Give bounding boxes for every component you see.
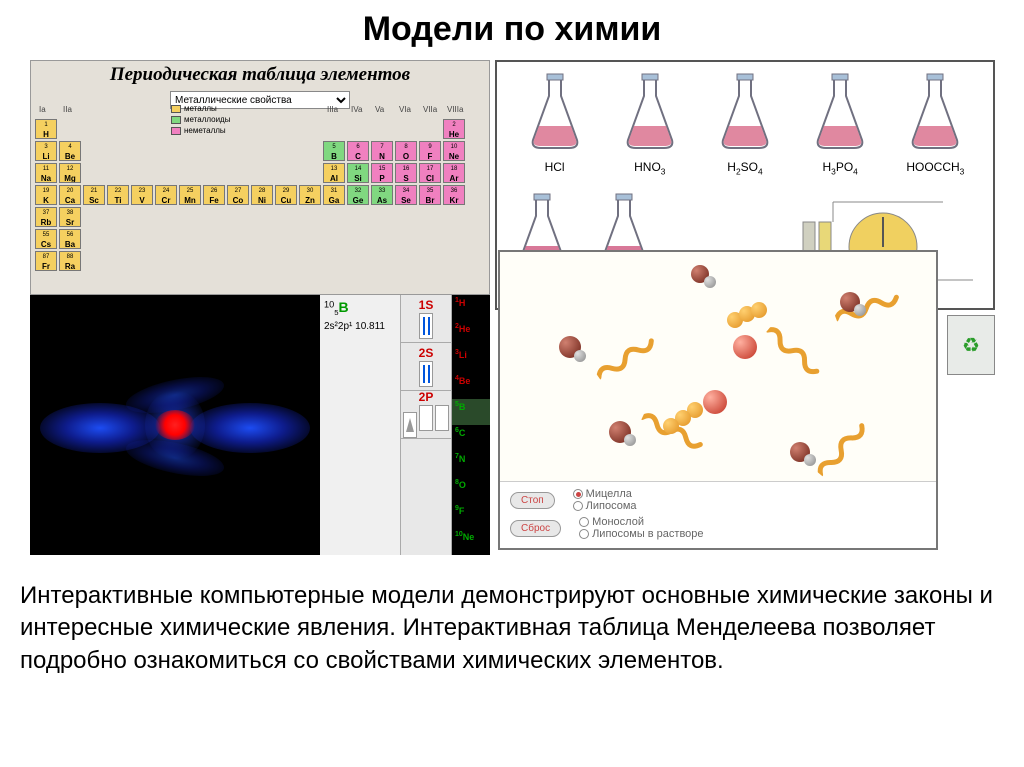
radio-Монослой[interactable]: Монослой — [579, 516, 703, 528]
radio-Липосома[interactable]: Липосома — [573, 500, 637, 512]
element-cell-N[interactable]: 7N — [371, 141, 393, 161]
element-cell-Si[interactable]: 14Si — [347, 163, 369, 183]
element-cell-O[interactable]: 8O — [395, 141, 417, 161]
side-element-Li[interactable]: 3Li — [452, 347, 490, 373]
element-cell-S[interactable]: 16S — [395, 163, 417, 183]
molecules-panel: Стоп МицеллаЛипосома Сброс МонослойЛипос… — [498, 250, 938, 550]
side-element-C[interactable]: 6C — [452, 425, 490, 451]
element-cell-Ti[interactable]: 22Ti — [107, 185, 129, 205]
element-cell-Ra[interactable]: 88Ra — [59, 251, 81, 271]
element-cell-Mn[interactable]: 25Mn — [179, 185, 201, 205]
recycle-bin[interactable]: ♻ — [947, 315, 995, 375]
element-cell-H[interactable]: 1H — [35, 119, 57, 139]
orbital-element-list: 1H2He3Li4Be5B6C7N8O9F10Ne — [452, 295, 490, 555]
element-cell-Fe[interactable]: 26Fe — [203, 185, 225, 205]
side-element-B[interactable]: 5B — [452, 399, 490, 425]
element-cell-F[interactable]: 9F — [419, 141, 441, 161]
element-cell-Cs[interactable]: 55Cs — [35, 229, 57, 249]
radio-Липосомы в растворе[interactable]: Липосомы в растворе — [579, 528, 703, 540]
orbital-render — [30, 295, 320, 555]
molecules-controls: Стоп МицеллаЛипосома Сброс МонослойЛипос… — [500, 482, 936, 550]
element-cell-Ba[interactable]: 56Ba — [59, 229, 81, 249]
element-cell-Cr[interactable]: 24Cr — [155, 185, 177, 205]
element-cell-Br[interactable]: 35Br — [419, 185, 441, 205]
element-cell-Al[interactable]: 13Al — [323, 163, 345, 183]
element-cell-Cl[interactable]: 17Cl — [419, 163, 441, 183]
element-cell-Se[interactable]: 34Se — [395, 185, 417, 205]
element-cell-B[interactable]: 5B — [323, 141, 345, 161]
element-cell-Mg[interactable]: 12Mg — [59, 163, 81, 183]
pt-grid: IaIIaIIIaIVaVaVIaVIIaVIIIa1H3Li4Be11Na12… — [35, 103, 487, 291]
element-cell-Zn[interactable]: 30Zn — [299, 185, 321, 205]
element-cell-Ni[interactable]: 28Ni — [251, 185, 273, 205]
flask-H₃PO₄[interactable]: H3PO4 — [805, 72, 875, 176]
element-cell-As[interactable]: 33As — [371, 185, 393, 205]
recycle-icon: ♻ — [962, 333, 980, 358]
flask-H₂SO₄[interactable]: H2SO4 — [710, 72, 780, 176]
reset-button[interactable]: Сброс — [510, 520, 561, 537]
orbital-shells: 1S2S2P — [400, 295, 452, 555]
page-title: Модели по химии — [0, 10, 1024, 49]
orbital-element-info: 105B 2s²2p¹ 10.811 — [320, 295, 400, 555]
stop-button[interactable]: Стоп — [510, 492, 555, 509]
side-element-He[interactable]: 2He — [452, 321, 490, 347]
element-cell-K[interactable]: 19K — [35, 185, 57, 205]
periodic-table-panel: Периодическая таблица элементов Металлич… — [30, 60, 490, 295]
element-cell-Li[interactable]: 3Li — [35, 141, 57, 161]
element-cell-C[interactable]: 6C — [347, 141, 369, 161]
element-cell-Kr[interactable]: 36Kr — [443, 185, 465, 205]
flask-HNO₃[interactable]: HNO3 — [615, 72, 685, 176]
element-cell-Sr[interactable]: 38Sr — [59, 207, 81, 227]
side-element-H[interactable]: 1H — [452, 295, 490, 321]
side-element-O[interactable]: 8O — [452, 477, 490, 503]
element-cell-V[interactable]: 23V — [131, 185, 153, 205]
element-cell-Fr[interactable]: 87Fr — [35, 251, 57, 271]
element-cell-P[interactable]: 15P — [371, 163, 393, 183]
element-cell-Sc[interactable]: 21Sc — [83, 185, 105, 205]
figure-composite: Периодическая таблица элементов Металлич… — [30, 60, 994, 560]
side-element-N[interactable]: 7N — [452, 451, 490, 477]
periodic-table-title: Периодическая таблица элементов — [31, 61, 489, 89]
element-cell-Cu[interactable]: 29Cu — [275, 185, 297, 205]
side-element-Ne[interactable]: 10Ne — [452, 529, 490, 555]
molecules-canvas — [500, 252, 936, 482]
side-element-F[interactable]: 9F — [452, 503, 490, 529]
orbital-panel: 105B 2s²2p¹ 10.811 1S2S2P 1H2He3Li4Be5B6… — [30, 295, 490, 555]
element-cell-Na[interactable]: 11Na — [35, 163, 57, 183]
radio-Мицелла[interactable]: Мицелла — [573, 488, 637, 500]
element-cell-Rb[interactable]: 37Rb — [35, 207, 57, 227]
flask-HCl[interactable]: HCl — [520, 72, 590, 176]
body-text: Интерактивные компьютерные модели демонс… — [20, 580, 1000, 677]
element-cell-Ge[interactable]: 32Ge — [347, 185, 369, 205]
flask-HOOCCH₃[interactable]: HOOCCH3 — [900, 72, 970, 176]
side-element-Be[interactable]: 4Be — [452, 373, 490, 399]
element-cell-Co[interactable]: 27Co — [227, 185, 249, 205]
element-cell-Ar[interactable]: 18Ar — [443, 163, 465, 183]
element-cell-Ca[interactable]: 20Ca — [59, 185, 81, 205]
element-cell-Ne[interactable]: 10Ne — [443, 141, 465, 161]
element-cell-Be[interactable]: 4Be — [59, 141, 81, 161]
element-cell-He[interactable]: 2He — [443, 119, 465, 139]
flask-row: HCl HNO3 H2SO4 H3PO4 HOOCCH3 — [497, 62, 993, 178]
element-cell-Ga[interactable]: 31Ga — [323, 185, 345, 205]
